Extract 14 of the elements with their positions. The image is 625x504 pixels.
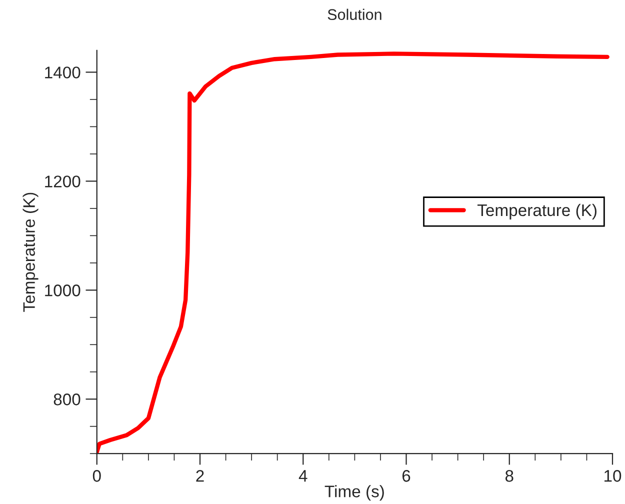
- x-tick-label: 10: [604, 470, 622, 482]
- y-tick-label: 800: [54, 394, 80, 406]
- y-axis-title: Temperature (K): [22, 192, 38, 312]
- legend-label: Temperature (K): [477, 204, 596, 220]
- x-tick-label: 6: [402, 470, 410, 482]
- x-axis-title: Time (s): [324, 485, 384, 501]
- x-tick-label: 8: [505, 470, 514, 482]
- y-tick-label: 1000: [45, 284, 80, 296]
- chart-title: Solution: [328, 8, 382, 20]
- y-tick-label: 1200: [45, 176, 80, 188]
- x-tick-label: 0: [92, 470, 101, 482]
- x-tick-label: 4: [298, 470, 308, 482]
- x-tick-label: 2: [196, 470, 204, 482]
- y-tick-label: 1400: [45, 66, 80, 78]
